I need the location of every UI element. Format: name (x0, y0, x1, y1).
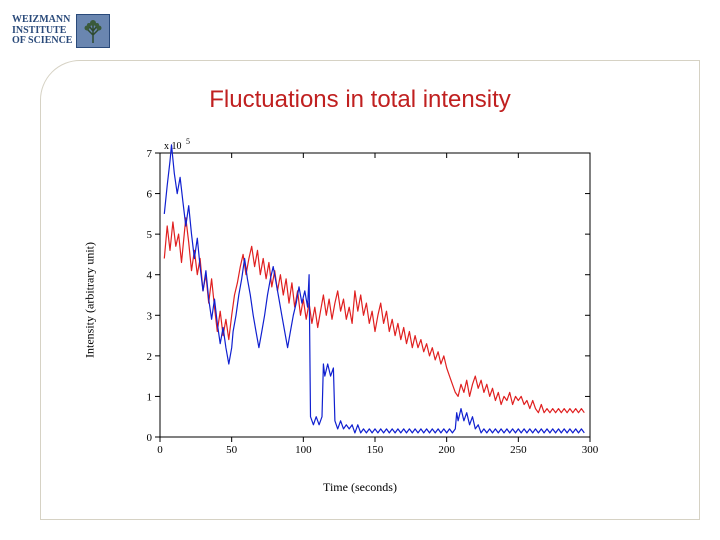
svg-text:x 10: x 10 (164, 141, 182, 152)
institution-logo: WEIZMANN INSTITUTE OF SCIENCE (10, 8, 164, 54)
tree-icon (77, 15, 109, 47)
logo-mark (76, 14, 110, 48)
svg-text:300: 300 (582, 444, 599, 456)
intensity-chart: 05010015020025030001234567x 105 Intensit… (120, 135, 600, 465)
logo-text: WEIZMANN INSTITUTE OF SCIENCE (12, 15, 72, 47)
svg-text:0: 0 (157, 444, 163, 456)
chart-svg: 0 50 100 150 200 250 300 0 1 2 3 4 5 6 7 x 10 5 (120, 135, 600, 465)
svg-text:0: 0 (147, 432, 153, 444)
svg-text:100: 100 (295, 444, 312, 456)
logo-line1: WEIZMANN (12, 14, 70, 25)
svg-text:200: 200 (438, 444, 455, 456)
svg-text:4: 4 (147, 270, 153, 282)
svg-text:50: 50 (226, 444, 238, 456)
slide-title: Fluctuations in total intensity (0, 86, 720, 114)
svg-text:7: 7 (147, 148, 153, 160)
logo-line3: OF SCIENCE (12, 35, 72, 46)
svg-text:250: 250 (510, 444, 527, 456)
svg-text:6: 6 (147, 189, 153, 201)
svg-text:5: 5 (147, 229, 153, 241)
svg-text:3: 3 (147, 310, 153, 322)
y-axis-label: Intensity (arbitrary unit) (83, 242, 98, 358)
svg-text:150: 150 (367, 444, 384, 456)
svg-text:5: 5 (186, 137, 190, 146)
logo-line2: INSTITUTE (12, 25, 66, 36)
x-axis-label: Time (seconds) (323, 480, 397, 495)
svg-text:1: 1 (147, 391, 153, 403)
svg-text:2: 2 (147, 351, 153, 363)
